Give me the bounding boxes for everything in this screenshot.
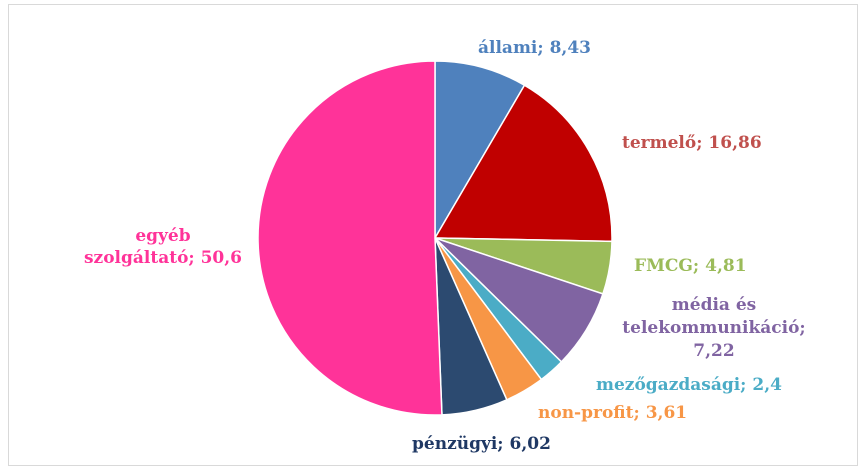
pie-label-allami: állami; 8,43 xyxy=(478,38,591,58)
pie-label-line: állami; 8,43 xyxy=(478,38,591,58)
pie-labels: állami; 8,43 termelő; 16,86 FMCG; 4,81 médi… xyxy=(84,38,806,454)
pie-label-termelo: termelő; 16,86 xyxy=(622,133,762,153)
pie-label-line: non-profit; 3,61 xyxy=(538,403,687,423)
pie-slices xyxy=(257,60,613,416)
pie-label-media-es-telekommunikacio: média és telekommunikáció; 7,22 xyxy=(622,295,805,361)
pie-label-non-profit: non-profit; 3,61 xyxy=(538,403,687,423)
pie-label-line: 7,22 xyxy=(693,341,734,361)
pie-label-mezogazdasagi: mezőgazdasági; 2,4 xyxy=(596,375,782,395)
pie-label-line: FMCG; 4,81 xyxy=(634,256,747,276)
pie-label-egyeb-szolgaltato: egyéb szolgáltató; 50,6 xyxy=(84,226,242,268)
pie-label-fmcg: FMCG; 4,81 xyxy=(634,256,747,276)
pie-label-line: termelő; 16,86 xyxy=(622,133,762,153)
pie-slice-egyeb-szolgaltato xyxy=(257,60,443,416)
pie-label-line: média és xyxy=(672,295,756,315)
pie-label-line: mezőgazdasági; 2,4 xyxy=(596,375,782,395)
pie-slice-termelo xyxy=(433,84,613,243)
pie-label-penzugyi: pénzügyi; 6,02 xyxy=(412,434,551,454)
pie-label-line: pénzügyi; 6,02 xyxy=(412,434,551,454)
pie-slice-allami xyxy=(434,60,526,241)
pie-label-line: szolgáltató; 50,6 xyxy=(84,248,242,268)
pie-label-line: egyéb xyxy=(135,226,190,246)
pie-label-line: telekommunikáció; xyxy=(622,318,805,338)
